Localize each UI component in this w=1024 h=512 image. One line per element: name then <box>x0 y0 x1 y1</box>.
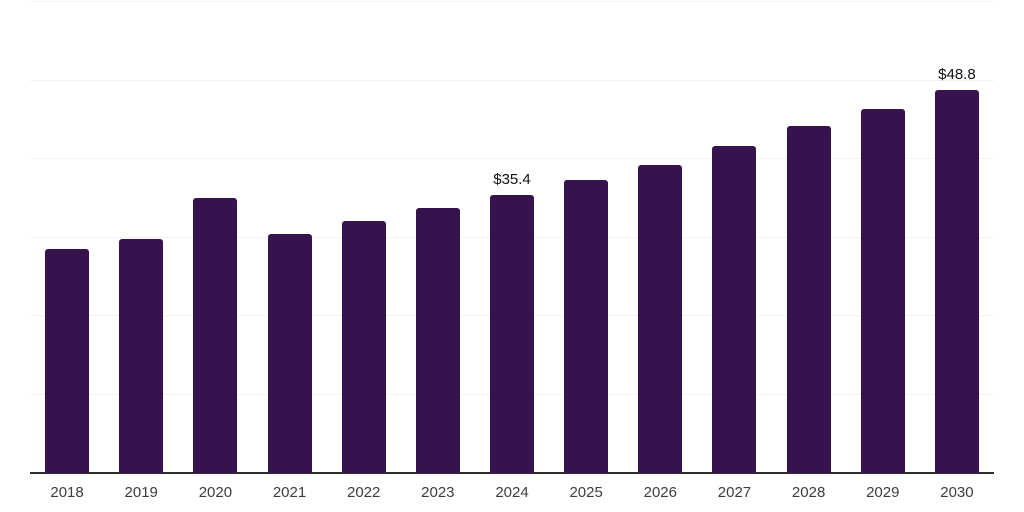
plot-area: $35.4 $48.8 <box>30 1 994 474</box>
x-tick-2027: 2027 <box>717 484 752 501</box>
x-tick-2019: 2019 <box>124 484 158 501</box>
x-tick-2021: 2021 <box>272 484 307 501</box>
bar-2026 <box>638 164 683 473</box>
data-label-2030: $48.8 <box>938 65 976 83</box>
x-tick-2018: 2018 <box>50 484 84 501</box>
bar-2025 <box>564 180 609 473</box>
x-tick-2020: 2020 <box>198 484 233 501</box>
gridline-50 <box>30 79 994 81</box>
gridline-60 <box>30 1 994 2</box>
bar-2027 <box>712 146 757 473</box>
x-axis-ticks: 2018 2019 2020 2021 2022 2023 2024 2025 2026 2027… <box>30 485 994 505</box>
x-tick-2028: 2028 <box>791 484 826 501</box>
bar-2022 <box>341 221 386 473</box>
bar-2023 <box>415 208 460 473</box>
bar-2021 <box>267 233 312 473</box>
x-tick-2026: 2026 <box>643 484 677 501</box>
bar-2018 <box>45 249 90 473</box>
x-tick-2025: 2025 <box>569 484 603 501</box>
x-tick-2030: 2030 <box>940 484 974 501</box>
data-label-2024: $35.4 <box>493 171 531 189</box>
bar-2030 <box>934 89 979 473</box>
bar-2020 <box>193 198 238 473</box>
gridline-40 <box>30 158 994 159</box>
bar-2028 <box>786 126 831 473</box>
x-tick-2023: 2023 <box>421 484 455 501</box>
x-axis-line <box>30 472 994 474</box>
x-tick-2029: 2029 <box>866 484 900 501</box>
x-tick-2022: 2022 <box>347 484 381 501</box>
x-tick-2024: 2024 <box>495 484 529 501</box>
bar-2024 <box>490 195 534 473</box>
bar-2019 <box>119 239 164 473</box>
bar-2029 <box>860 108 905 473</box>
